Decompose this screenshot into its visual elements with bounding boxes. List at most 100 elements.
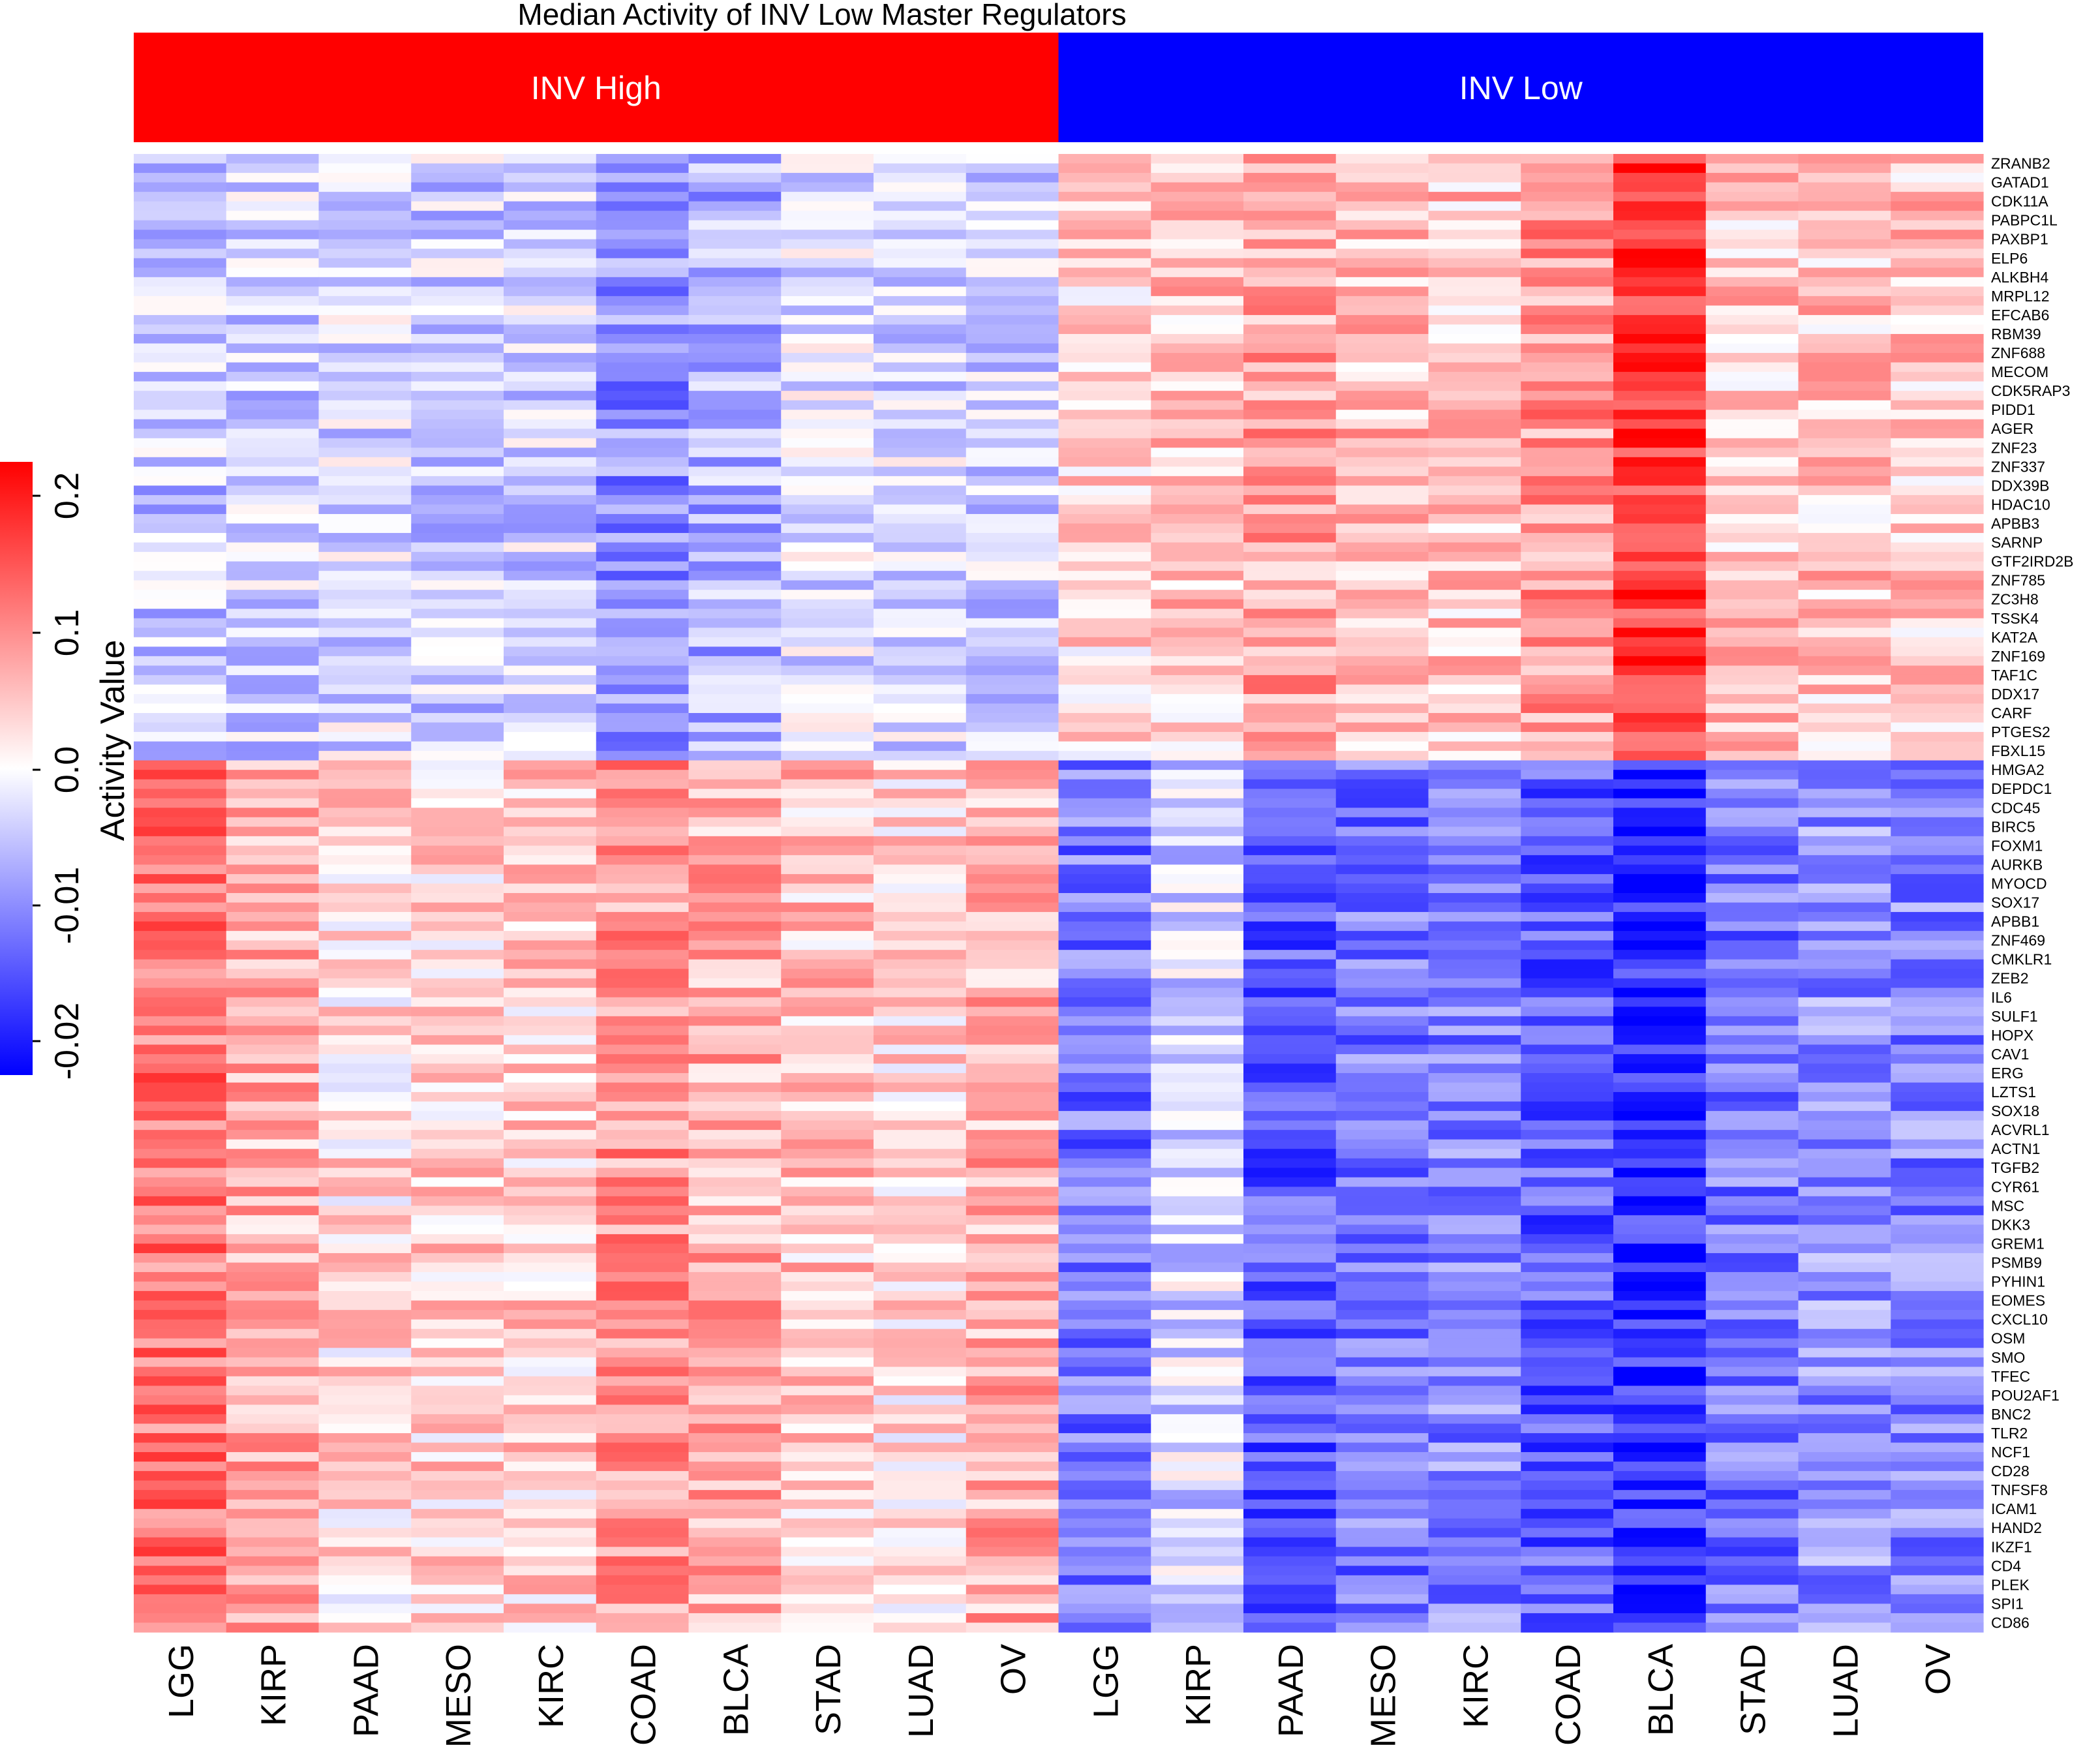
heatmap-cell [1798,1120,1891,1130]
heatmap-cell [596,561,690,571]
column-label: BLCA [1641,1644,1681,1736]
heatmap-cell [688,827,782,837]
heatmap-cell [1335,1120,1429,1130]
row-label: ERG [1991,1065,2024,1082]
heatmap-cell [596,296,690,307]
heatmap-cell [781,1072,874,1084]
heatmap-cell [411,1376,504,1386]
heatmap-cell [1891,1291,1984,1301]
heatmap-cell [1798,419,1891,429]
heatmap-cell [504,741,597,751]
heatmap-cell [1521,552,1614,562]
heatmap-cell [1613,410,1707,420]
heatmap-cell [1891,314,1984,326]
heatmap-cell [1058,1376,1151,1386]
heatmap-cell [1058,277,1151,287]
heatmap-cell [226,1566,320,1576]
heatmap-cell [1521,1480,1614,1491]
heatmap-cell [781,561,874,571]
heatmap-cell [1891,419,1984,429]
heatmap-cell [1058,1252,1151,1264]
heatmap-cell [1613,1139,1707,1149]
heatmap-cell [596,1386,690,1396]
heatmap-cell [1335,988,1429,998]
column-group-bar: INV High INV Low [134,33,1983,142]
heatmap-cell [1335,1149,1429,1159]
heatmap-cell [411,1357,504,1367]
row-label: TLR2 [1991,1425,2028,1442]
heatmap-cell [874,1452,967,1463]
heatmap-cell [966,1338,1059,1348]
heatmap-cell [966,1196,1059,1206]
heatmap-cell [1151,959,1244,969]
heatmap-cell [1243,921,1337,932]
row-label: BIRC5 [1991,818,2035,835]
heatmap-cell [1798,1149,1891,1159]
heatmap-cell [1798,893,1891,903]
heatmap-cell [411,751,504,761]
heatmap-cell [1058,1072,1151,1084]
heatmap-cell [966,296,1059,307]
heatmap-cell [1243,1537,1337,1547]
heatmap-cell [1705,1452,1799,1463]
heatmap-cell [411,1480,504,1491]
heatmap-cell [1798,836,1891,846]
heatmap-cell [134,940,227,950]
heatmap-cell [226,154,320,164]
heatmap-cell [226,400,320,410]
heatmap-cell [1705,1310,1799,1320]
heatmap-cell [134,1262,227,1273]
heatmap-cell [1798,580,1891,590]
heatmap-cell [1335,333,1429,344]
heatmap-cell [781,1092,874,1102]
heatmap-cell [1058,722,1151,733]
heatmap-cell [1428,1196,1521,1206]
heatmap-cell [1521,1252,1614,1264]
heatmap-cell [1243,693,1337,705]
heatmap-cell [1705,978,1799,988]
heatmap-cell [596,391,690,401]
heatmap-cell [966,381,1059,391]
heatmap-cell [1243,1130,1337,1140]
heatmap-cell [1428,1120,1521,1130]
heatmap-cell [596,789,690,799]
heatmap-cell [1521,693,1614,705]
heatmap-cell [688,333,782,344]
heatmap-cell [781,1035,874,1046]
heatmap-cell [966,1291,1059,1301]
heatmap-cell [1335,940,1429,950]
heatmap-cell [134,1423,227,1434]
heatmap-cell [318,1395,412,1405]
heatmap-cell [596,1395,690,1405]
heatmap-cell [1521,513,1614,524]
heatmap-cell [781,286,874,297]
heatmap-cell [1521,950,1614,960]
heatmap-cell [874,798,967,808]
heatmap-cell [1243,1386,1337,1396]
heatmap-cell [1151,770,1244,780]
heatmap-cell [1058,912,1151,922]
heatmap-cell [1335,855,1429,866]
heatmap-cell [1613,1149,1707,1159]
heatmap-cell [1151,192,1244,202]
heatmap-cell [1428,249,1521,259]
heatmap-cell [1428,504,1521,515]
heatmap-cell [411,1490,504,1500]
heatmap-cell [411,873,504,885]
heatmap-cell [504,163,597,174]
heatmap-cell [1335,1622,1429,1633]
heatmap-cell [1243,429,1337,439]
heatmap-cell [411,1025,504,1036]
heatmap-cell [1058,239,1151,249]
heatmap-cell [688,410,782,420]
heatmap-cell [226,921,320,932]
heatmap-cell [1521,239,1614,249]
heatmap-cell [1798,883,1891,894]
heatmap-cell [134,1537,227,1547]
heatmap-cell [874,1594,967,1605]
heatmap-cell [966,391,1059,401]
heatmap-cell [781,1376,874,1386]
heatmap-cell [781,466,874,477]
heatmap-cell [1058,1585,1151,1595]
heatmap-cell [1243,978,1337,988]
